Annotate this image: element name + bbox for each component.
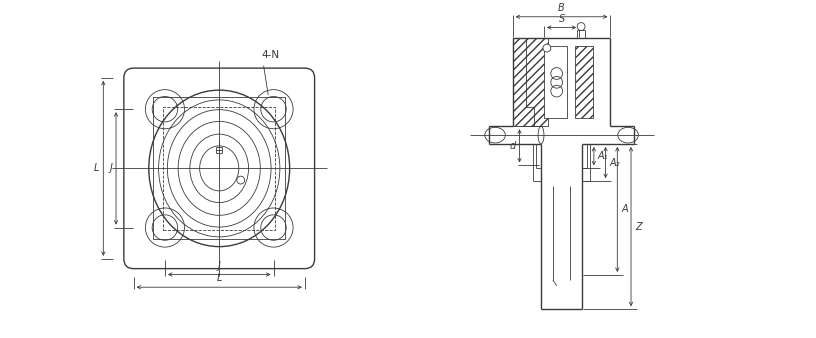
Text: S: S bbox=[558, 14, 565, 24]
Text: 4-N: 4-N bbox=[261, 50, 279, 60]
Bar bbox=[216, 147, 222, 153]
Bar bbox=[575, 46, 593, 119]
Text: A: A bbox=[621, 204, 628, 214]
Bar bbox=[544, 46, 567, 119]
Circle shape bbox=[543, 44, 551, 52]
Bar bbox=[512, 38, 548, 126]
Text: L: L bbox=[216, 273, 222, 283]
Text: A₁: A₁ bbox=[598, 151, 608, 161]
Bar bbox=[163, 107, 276, 230]
Text: Z: Z bbox=[635, 222, 641, 232]
Text: d: d bbox=[509, 141, 516, 151]
Circle shape bbox=[577, 23, 585, 30]
Text: B: B bbox=[558, 3, 565, 13]
Bar bbox=[153, 97, 286, 239]
Text: A₂: A₂ bbox=[610, 158, 620, 168]
Text: L: L bbox=[94, 163, 100, 173]
Text: J: J bbox=[218, 261, 220, 271]
Text: J: J bbox=[109, 163, 112, 173]
